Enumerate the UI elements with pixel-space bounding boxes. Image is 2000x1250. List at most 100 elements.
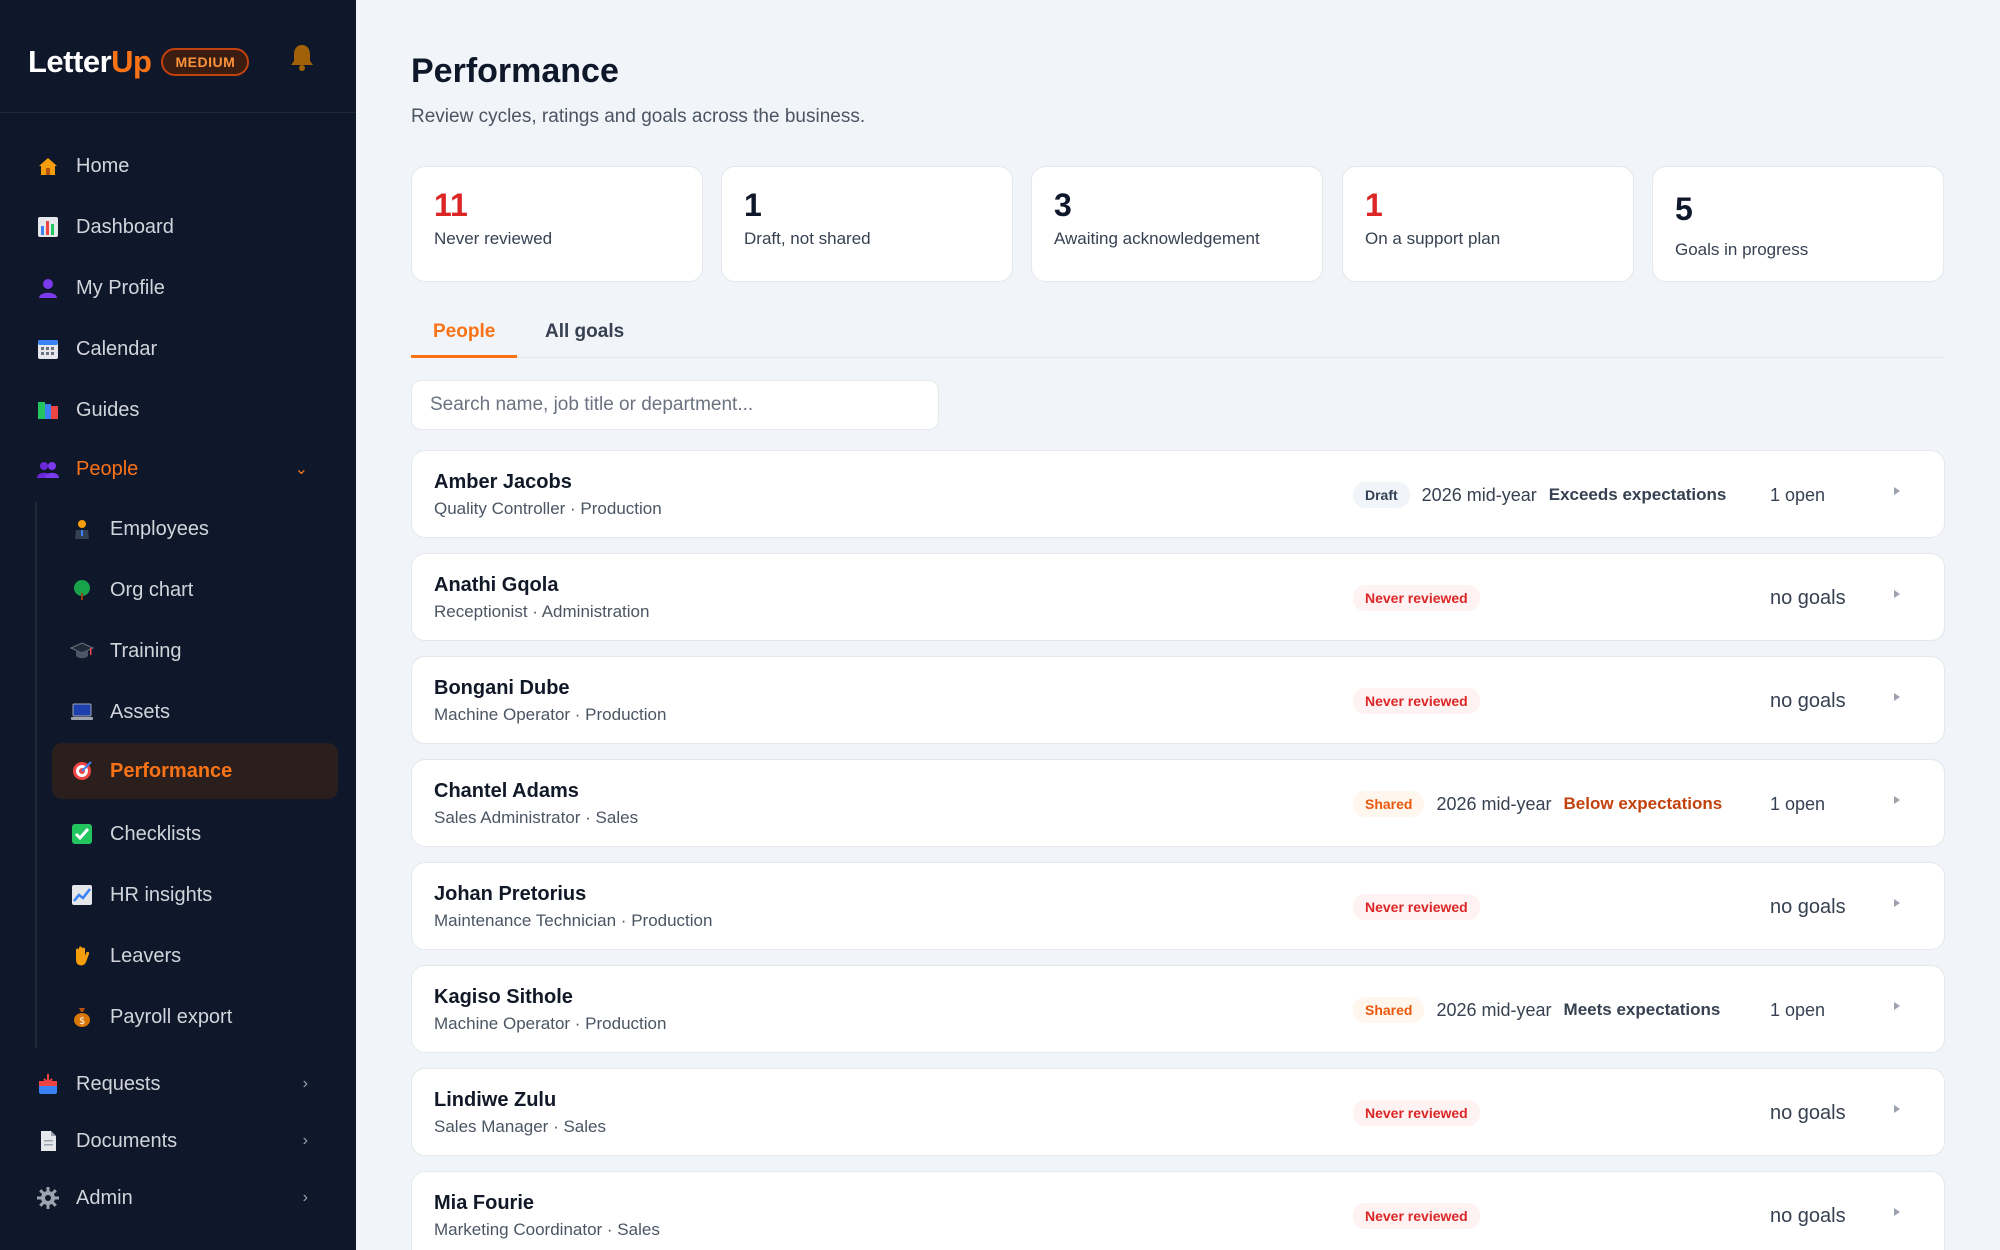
chart-icon [70, 883, 94, 907]
sidebar-item-label: Home [76, 154, 130, 177]
sidebar-item-label: Dashboard [76, 215, 174, 238]
caret-right-icon[interactable] [1894, 796, 1900, 804]
sidebar-item-assets[interactable]: Assets [70, 684, 336, 740]
stat-value: 1 [744, 187, 762, 223]
goals-count: 1 open [1770, 484, 1826, 505]
review-info: Shared 2026 mid-year Meets expectations [1353, 966, 1720, 1054]
sidebar-item-label: Admin [76, 1186, 133, 1209]
review-info: Never reviewed [1353, 657, 1480, 745]
caret-right-icon[interactable] [1894, 1208, 1900, 1216]
stat-card-awaiting[interactable]: 3 Awaiting acknowledgement [1031, 166, 1323, 282]
review-info: Draft 2026 mid-year Exceeds expectations [1353, 451, 1726, 539]
sidebar-item-my-profile[interactable]: My Profile [36, 260, 336, 316]
main-content: Performance Review cycles, ratings and g… [356, 0, 2000, 1250]
chevron-right-icon[interactable]: › [302, 1189, 308, 1206]
stat-label: Never reviewed [434, 229, 553, 248]
review-cycle: 2026 mid-year [1436, 999, 1552, 1020]
sidebar-item-label: Checklists [110, 822, 202, 845]
sidebar-item-home[interactable]: Home [36, 138, 336, 194]
review-rating: Below expectations [1563, 794, 1723, 813]
status-badge: Never reviewed [1353, 585, 1480, 611]
tab-people[interactable]: People [411, 318, 518, 358]
sidebar-item-checklists[interactable]: Checklists [70, 806, 336, 862]
wave-hand-icon [70, 944, 94, 968]
caret-right-icon[interactable] [1894, 693, 1900, 701]
stat-label: Draft, not shared [744, 229, 871, 248]
table-row[interactable]: Mia Fourie Marketing Coordinator · Sales… [411, 1171, 1945, 1250]
document-icon [36, 1129, 60, 1153]
sidebar-item-requests[interactable]: Requests › [36, 1056, 336, 1112]
caret-right-icon[interactable] [1894, 590, 1900, 598]
chevron-right-icon[interactable]: › [302, 1075, 308, 1092]
target-icon [70, 759, 94, 783]
people-icon [36, 457, 60, 481]
sidebar-item-label: Documents [76, 1129, 178, 1152]
employee-name: Kagiso Sithole [434, 986, 573, 1008]
tab-all-goals[interactable]: All goals [545, 321, 625, 342]
table-row[interactable]: Lindiwe Zulu Sales Manager · Sales Never… [411, 1068, 1945, 1156]
search-input[interactable] [411, 380, 939, 430]
sidebar-item-calendar[interactable]: Calendar [36, 321, 336, 377]
submenu-guide-line [35, 502, 37, 1048]
goals-count: no goals [1770, 689, 1846, 712]
table-row[interactable]: Kagiso Sithole Machine Operator · Produc… [411, 965, 1945, 1053]
sidebar-item-guides[interactable]: Guides [36, 382, 336, 438]
caret-right-icon[interactable] [1894, 487, 1900, 495]
table-row[interactable]: Chantel Adams Sales Administrator · Sale… [411, 759, 1945, 847]
chevron-right-icon[interactable]: › [302, 1132, 308, 1149]
page-subtitle: Review cycles, ratings and goals across … [411, 106, 866, 127]
sidebar-item-label: Calendar [76, 337, 158, 360]
review-rating: Meets expectations [1563, 1000, 1721, 1019]
table-row[interactable]: Amber Jacobs Quality Controller · Produc… [411, 450, 1945, 538]
stat-card-never-reviewed[interactable]: 11 Never reviewed [411, 166, 703, 282]
svg-text:$: $ [79, 1016, 85, 1027]
sidebar-item-label: Org chart [110, 578, 194, 601]
calendar-icon [36, 337, 60, 361]
goals-count: 1 open [1770, 793, 1826, 814]
laptop-icon [70, 700, 94, 724]
stat-card-support-plan[interactable]: 1 On a support plan [1342, 166, 1634, 282]
sidebar-item-employees[interactable]: Employees [70, 501, 336, 557]
employee-role: Maintenance Technician · Production [434, 911, 713, 930]
sidebar-item-leavers[interactable]: Leavers [70, 928, 336, 984]
brand[interactable]: LetterUp MEDIUM [28, 42, 250, 82]
employee-name: Lindiwe Zulu [434, 1089, 557, 1111]
sidebar-item-org-chart[interactable]: Org chart [70, 562, 336, 618]
sidebar-item-training[interactable]: Training [70, 623, 336, 679]
dashboard-icon [36, 215, 60, 239]
status-badge: Never reviewed [1353, 1203, 1480, 1229]
guides-icon [36, 398, 60, 422]
employee-role: Machine Operator · Production [434, 1014, 667, 1033]
employee-role: Quality Controller · Production [434, 499, 662, 518]
stat-card-draft[interactable]: 1 Draft, not shared [721, 166, 1013, 282]
review-cycle: 2026 mid-year [1436, 793, 1552, 814]
tree-icon [70, 578, 94, 602]
caret-right-icon[interactable] [1894, 1002, 1900, 1010]
sidebar-item-performance[interactable]: Performance [52, 743, 338, 799]
sidebar-item-dashboard[interactable]: Dashboard [36, 199, 336, 255]
employee-name: Chantel Adams [434, 780, 579, 802]
stat-value: 5 [1675, 191, 1693, 227]
brand-logo: LetterUp [28, 44, 152, 79]
stat-card-goals[interactable]: 5 Goals in progress [1652, 166, 1944, 282]
employee-role: Receptionist · Administration [434, 602, 650, 621]
caret-right-icon[interactable] [1894, 899, 1900, 907]
sidebar-item-payroll-export[interactable]: $ Payroll export [70, 989, 336, 1045]
review-info: Never reviewed [1353, 1069, 1480, 1157]
review-rating: Exceeds expectations [1548, 485, 1727, 504]
sidebar-item-label: Assets [110, 700, 171, 723]
sidebar-item-people[interactable]: People ⌄ [36, 441, 336, 497]
sidebar-item-hr-insights[interactable]: HR insights [70, 867, 336, 923]
table-row[interactable]: Anathi Gqola Receptionist · Administrati… [411, 553, 1945, 641]
goals-count: no goals [1770, 586, 1846, 609]
chevron-down-icon[interactable]: ⌄ [294, 461, 308, 478]
sidebar-item-admin[interactable]: Admin › [36, 1170, 336, 1226]
sidebar-item-documents[interactable]: Documents › [36, 1113, 336, 1169]
table-row[interactable]: Johan Pretorius Maintenance Technician ·… [411, 862, 1945, 950]
table-row[interactable]: Bongani Dube Machine Operator · Producti… [411, 656, 1945, 744]
bell-icon[interactable] [288, 42, 316, 72]
sidebar-item-label: People [76, 457, 139, 480]
caret-right-icon[interactable] [1894, 1105, 1900, 1113]
employee-role: Sales Administrator · Sales [434, 808, 639, 827]
sidebar-item-label: Guides [76, 398, 140, 421]
